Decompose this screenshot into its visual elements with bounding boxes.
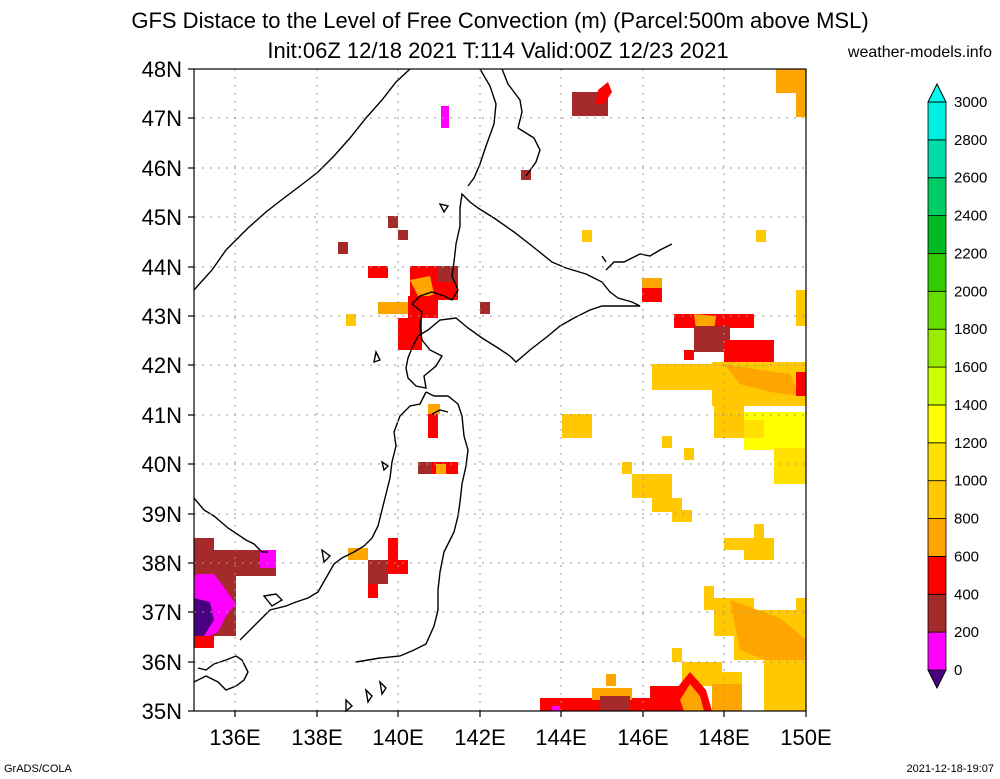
colorbar-label: 1200: [954, 435, 987, 452]
colorbar-label: 1600: [954, 359, 987, 376]
colorbar-label: 2200: [954, 245, 987, 262]
colorbar-swatch: [927, 366, 947, 406]
lat-label: 38N: [142, 551, 182, 576]
colorbar-label: 600: [954, 548, 979, 565]
lat-label: 44N: [142, 255, 182, 280]
lon-label: 144E: [535, 725, 586, 750]
colorbar-label: 1000: [954, 473, 987, 490]
colorbar-label: 1800: [954, 321, 987, 338]
lat-label: 42N: [142, 353, 182, 378]
lat-label: 35N: [142, 699, 182, 724]
colorbar-swatch: [927, 518, 947, 557]
colorbar-label: 800: [954, 511, 979, 528]
lat-label: 41N: [142, 403, 182, 428]
lon-labels: 136E 138E 140E 142E 144E 146E 148E 150E: [209, 725, 831, 750]
graticule: [194, 69, 806, 711]
tick-marks: [188, 68, 807, 717]
colorbar-swatch: [927, 480, 947, 519]
colorbar-label: 1400: [954, 397, 987, 414]
colorbar-swatch: [927, 328, 947, 368]
colorbar-label: 2600: [954, 170, 987, 187]
plot-frame: [193, 68, 807, 712]
lat-label: 46N: [142, 156, 182, 181]
colorbar-swatch: [927, 139, 947, 179]
lon-label: 138E: [291, 725, 342, 750]
lon-label: 146E: [617, 725, 668, 750]
lat-label: 45N: [142, 205, 182, 230]
lat-label: 47N: [142, 106, 182, 131]
colorbar-max-arrow: [927, 82, 947, 103]
colorbar-swatch: [927, 290, 947, 330]
lon-label: 150E: [780, 725, 831, 750]
colorbar: 0 200 400 600 800 1000 1200 1400 1600 1800 2000 220…: [927, 82, 987, 690]
colorbar-min-arrow: [927, 669, 947, 690]
colorbar-swatch: [927, 404, 947, 444]
lat-label: 39N: [142, 502, 182, 527]
shaded-field: [194, 69, 806, 711]
colorbar-swatch: [927, 215, 947, 254]
colorbar-swatch: [927, 442, 947, 482]
colorbar-swatch: [927, 253, 947, 292]
lat-label: 43N: [142, 304, 182, 329]
colorbar-label: 0: [954, 662, 962, 679]
map-subtitle: Init:06Z 12/18 2021 T:114 Valid:00Z 12/2…: [267, 38, 729, 63]
colorbar-label: 3000: [954, 94, 987, 111]
coastlines: [193, 68, 673, 713]
colorbar-swatch: [927, 631, 947, 671]
colorbar-label: 400: [954, 586, 979, 603]
colorbar-label: 2000: [954, 283, 987, 300]
lon-label: 136E: [209, 725, 260, 750]
colorbar-swatch: [927, 593, 947, 633]
lat-labels: 48N 47N 46N 45N 44N 43N 42N 41N 40N 39N …: [142, 57, 182, 724]
colorbar-swatch: [927, 556, 947, 595]
site-credit: weather-models.info: [847, 44, 992, 61]
colorbar-swatch: [927, 177, 947, 217]
lon-label: 148E: [698, 725, 749, 750]
footer-timestamp: 2021-12-18-19:07: [906, 763, 994, 775]
colorbar-label: 2400: [954, 208, 987, 225]
lat-label: 37N: [142, 600, 182, 625]
colorbar-swatch: [927, 101, 947, 141]
lat-label: 48N: [142, 57, 182, 82]
lat-label: 36N: [142, 650, 182, 675]
plot-area: [188, 68, 807, 717]
lon-label: 140E: [372, 725, 423, 750]
lat-label: 40N: [142, 452, 182, 477]
footer-software: GrADS/COLA: [4, 763, 72, 775]
map-title: GFS Distace to the Level of Free Convect…: [131, 8, 869, 33]
colorbar-label: 200: [954, 624, 979, 641]
colorbar-label: 2800: [954, 132, 987, 149]
lon-label: 142E: [454, 725, 505, 750]
